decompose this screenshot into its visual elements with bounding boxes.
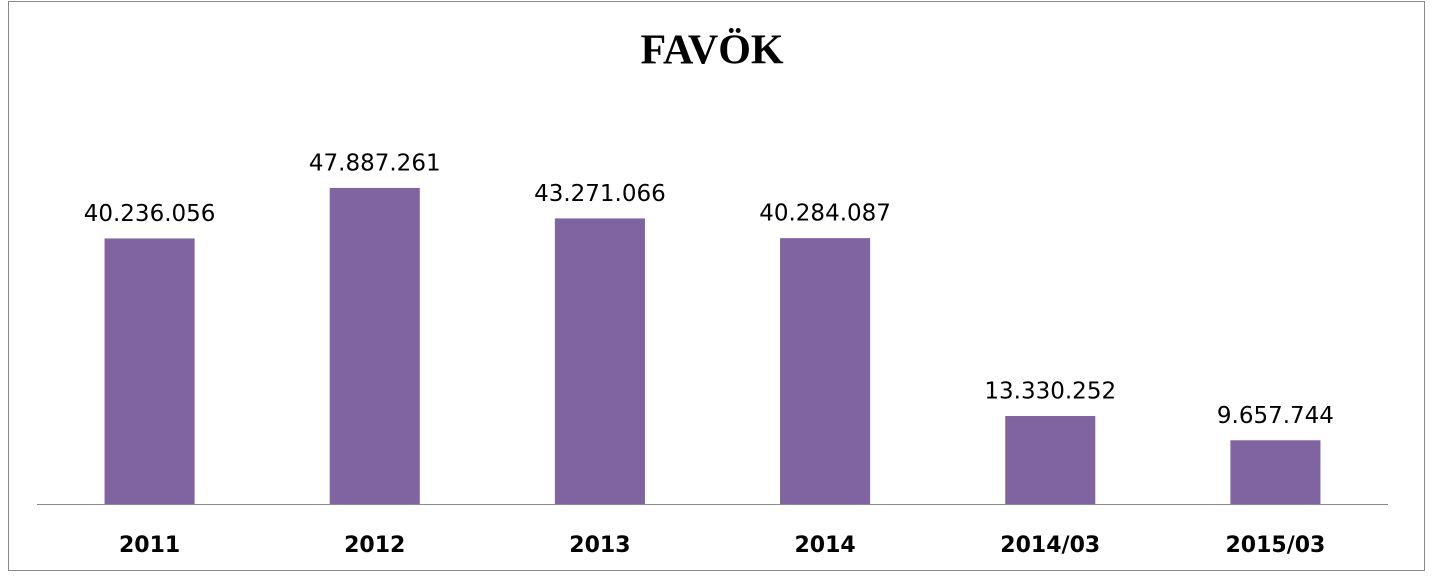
data-label: 47.887.261: [309, 150, 441, 176]
bar: [104, 238, 195, 505]
bar: [554, 218, 645, 505]
x-tick-label: 2011: [119, 533, 180, 558]
data-label: 40.284.087: [759, 201, 891, 227]
x-tick-label: 2014/03: [1000, 533, 1100, 558]
chart-title: FAVÖK: [640, 28, 783, 74]
bar: [1230, 440, 1321, 504]
data-label: 9.657.744: [1217, 403, 1334, 429]
data-label: 43.271.066: [534, 181, 666, 207]
x-tick-label: 2015/03: [1225, 533, 1325, 558]
data-label: 40.236.056: [84, 201, 216, 227]
x-tick-label: 2013: [569, 533, 630, 558]
chart-border: [8, 1, 1425, 571]
data-label: 13.330.252: [984, 379, 1116, 405]
bar: [780, 238, 871, 504]
bar: [1005, 416, 1096, 504]
bar: [329, 187, 420, 504]
x-tick-label: 2012: [344, 533, 405, 558]
x-tick-label: 2014: [794, 533, 855, 558]
